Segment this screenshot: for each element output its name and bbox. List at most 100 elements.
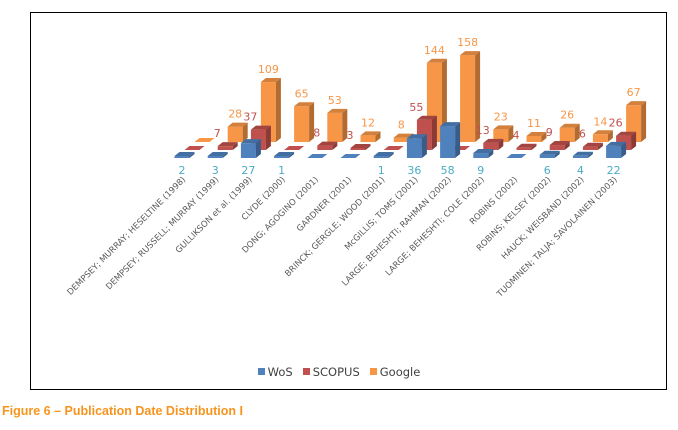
bar-top bbox=[317, 141, 338, 146]
bar-front bbox=[483, 142, 499, 150]
legend-swatch bbox=[257, 368, 265, 375]
bar-google bbox=[526, 131, 547, 142]
data-label-wos: 58 bbox=[441, 164, 455, 177]
legend-swatch bbox=[369, 368, 377, 375]
bar-side bbox=[597, 142, 603, 150]
data-label-google: 109 bbox=[258, 63, 279, 76]
bar-top bbox=[539, 150, 560, 155]
bar-side bbox=[365, 144, 371, 150]
data-label-wos: 36 bbox=[407, 164, 421, 177]
category-label: TUOMINEN; TALJA; SAVOLAINEN (2003) bbox=[495, 175, 620, 300]
bar-wos bbox=[406, 134, 427, 158]
data-label-scopus: 26 bbox=[609, 117, 623, 130]
bar-top bbox=[616, 131, 637, 136]
bar-scopus bbox=[217, 142, 238, 150]
bar-scopus bbox=[284, 146, 305, 150]
bar-front bbox=[559, 127, 575, 142]
bar-side bbox=[421, 134, 427, 158]
bar-front bbox=[572, 155, 588, 158]
bar-side bbox=[441, 58, 447, 142]
data-label-wos: 1 bbox=[278, 164, 285, 177]
data-label-google: 144 bbox=[424, 44, 445, 57]
bar-wos bbox=[506, 154, 527, 158]
bar-wos bbox=[174, 152, 195, 158]
data-label-scopus: 8 bbox=[313, 127, 320, 140]
bar-front bbox=[493, 129, 509, 142]
bar-front bbox=[217, 146, 233, 150]
bar-scopus bbox=[383, 146, 404, 150]
legend-swatch bbox=[302, 368, 310, 375]
data-label-wos: 1 bbox=[378, 164, 385, 177]
bar-front bbox=[294, 106, 310, 142]
category-label: DEMPSEY; MURRAY; HESELTINE (1998) bbox=[66, 175, 189, 298]
bar-top bbox=[274, 152, 295, 156]
data-label-google: 53 bbox=[328, 94, 342, 107]
bar-side bbox=[621, 141, 627, 158]
data-label-scopus: 37 bbox=[243, 111, 257, 124]
bar-google bbox=[227, 122, 248, 142]
bar-top bbox=[393, 133, 414, 138]
bar-wos bbox=[473, 149, 494, 158]
data-label-google: 65 bbox=[295, 87, 309, 100]
bar-side bbox=[607, 130, 613, 142]
bar-floor bbox=[506, 154, 527, 158]
bar-front bbox=[526, 135, 542, 142]
bar-front bbox=[317, 145, 333, 150]
bar-side bbox=[587, 151, 593, 158]
bar-top bbox=[582, 142, 603, 147]
bar-side bbox=[255, 139, 261, 158]
bar-top bbox=[473, 149, 494, 154]
bar-top bbox=[559, 123, 580, 128]
data-label-wos: 9 bbox=[477, 164, 484, 177]
bar-top bbox=[549, 141, 570, 146]
bar-top bbox=[406, 134, 427, 139]
bar-side bbox=[488, 149, 494, 158]
bar-floor bbox=[340, 154, 361, 158]
bar-side bbox=[275, 78, 281, 142]
bar-front bbox=[393, 137, 409, 142]
bar-scopus bbox=[184, 146, 205, 150]
bar-top bbox=[516, 143, 537, 148]
bar-front bbox=[460, 55, 476, 142]
bar-front bbox=[327, 112, 343, 142]
bar-front bbox=[360, 135, 376, 142]
bar-front bbox=[592, 134, 608, 142]
bar-google bbox=[493, 125, 514, 142]
bar-google bbox=[360, 131, 381, 142]
bar-floor bbox=[184, 146, 205, 150]
bar-side bbox=[541, 131, 547, 142]
bar-wos bbox=[606, 141, 627, 158]
bar-front bbox=[227, 126, 243, 142]
bar-side bbox=[242, 122, 248, 142]
bar-wos bbox=[207, 152, 228, 158]
bar-side bbox=[388, 152, 394, 158]
bar-side bbox=[189, 152, 195, 158]
data-label-google: 26 bbox=[560, 109, 574, 122]
data-label-wos: 4 bbox=[577, 164, 584, 177]
chart-frame bbox=[30, 12, 667, 390]
bar-side bbox=[222, 152, 228, 158]
data-label-wos: 27 bbox=[241, 164, 255, 177]
bar-top bbox=[426, 58, 447, 63]
data-label-google: 23 bbox=[494, 110, 508, 123]
data-label-wos: 3 bbox=[212, 164, 219, 177]
bar-top bbox=[360, 131, 381, 136]
data-label-scopus: 4 bbox=[513, 129, 520, 142]
data-label-wos: 22 bbox=[607, 164, 621, 177]
bar-side bbox=[455, 122, 461, 158]
data-label-google: 14 bbox=[593, 115, 607, 128]
bar-front bbox=[350, 148, 366, 150]
bar-side bbox=[265, 125, 271, 150]
data-label-scopus: 55 bbox=[409, 101, 423, 114]
bar-front bbox=[373, 156, 389, 158]
data-label-scopus: 13 bbox=[476, 124, 490, 137]
bar-wos bbox=[572, 151, 593, 158]
data-label-wos: 2 bbox=[179, 164, 186, 177]
bar-front bbox=[274, 156, 290, 158]
bar-top bbox=[493, 125, 514, 130]
bar-top bbox=[460, 51, 481, 56]
bar-front bbox=[207, 156, 223, 158]
bar-top bbox=[294, 102, 315, 107]
bar-google bbox=[294, 102, 315, 142]
